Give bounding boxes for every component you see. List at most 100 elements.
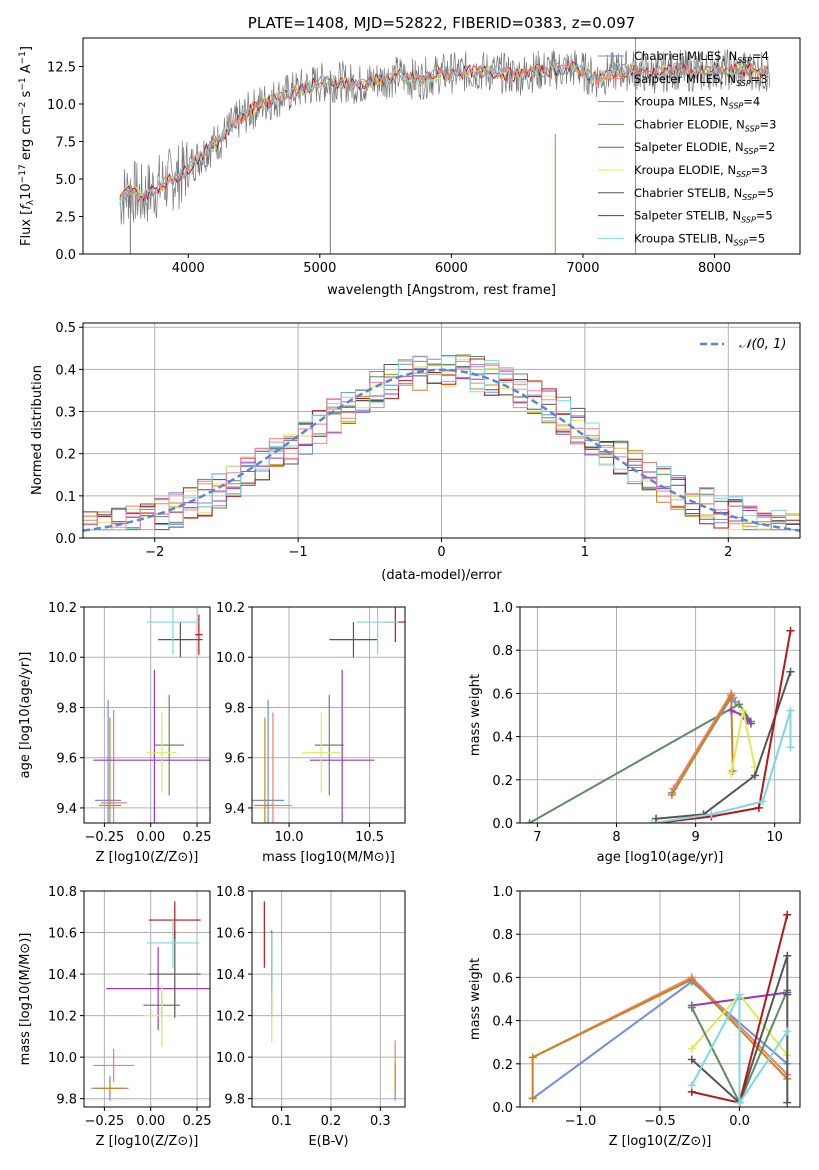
x-tick-label: −1.0 [565,1114,597,1129]
series-cS [652,667,795,823]
series-marker [727,706,736,715]
legend-entry: Chabrier MILES, NSSP=4 [634,49,769,65]
y-tick-label: 0.4 [492,1015,513,1030]
errorbar-sM [100,709,127,823]
y-tick-label: 10.2 [48,1010,77,1025]
errorbar-sE [93,669,210,823]
errorbar-kM [95,1080,125,1097]
y-tick-label: 0.0 [55,248,76,263]
y-tick-label: 9.8 [56,1093,77,1108]
errorbar-sE [106,947,210,1031]
x-tick-label: −0.25 [84,1114,124,1129]
series-marker [735,990,744,999]
x-axis-label: Z [log10(Z/Z⊙)] [96,850,199,865]
y-tick-label: 0.3 [55,406,76,421]
series-marker [525,819,534,823]
series-marker [783,951,792,960]
x-tick-label: 0.25 [183,830,212,845]
axes-frame [251,606,406,824]
series-sS [652,626,795,823]
y-tick-label: 10.0 [216,1051,245,1066]
x-tick-label: 10 [766,830,783,845]
y-tick-label: 10.6 [48,927,77,942]
errorbar-sM [93,1048,135,1083]
y-tick-label: 10.0 [47,98,76,113]
series-line [655,630,792,823]
legend-entry: Kroupa ELODIE, NSSP=3 [634,163,768,179]
x-tick-label: −2 [145,545,164,560]
histogram-pink [83,360,800,531]
errorbar-sS [148,901,201,939]
x-tick-label: 10.5 [355,830,384,845]
legend-entry: 𝒩(0, 1) [739,337,786,352]
chart-spectrum: 4000 5000 6000 7000 8000 0.0 2.5 5.0 7.5 10.0 12.5… [18,14,801,298]
x-tick-label: 5000 [303,261,336,276]
y-tick-label: 9.6 [224,752,245,767]
y-tick-label: 0.8 [492,644,513,659]
y-tick-label: 9.6 [56,752,77,767]
y-tick-label: 5.0 [55,173,76,188]
x-axis-label: Z [log10(Z/Z⊙)] [609,1134,712,1149]
series-marker [754,803,763,812]
series-line [651,710,792,823]
y-tick-label: 0.2 [492,1058,513,1073]
series-marker [786,706,795,715]
y-tick-label: 9.4 [56,802,77,817]
errorbar-kM [256,717,273,823]
y-tick-label: 10.0 [48,651,77,666]
chart-weight_vs_age: 7 8 9 10 0.0 0.2 0.4 0.6 0.8 1.0 age [log10(age/yr… [468,601,801,865]
series-marker [667,790,676,799]
series-marker [652,819,661,823]
y-tick-label: 9.8 [224,1093,245,1108]
legend-entry: Chabrier STELIB, NSSP=5 [634,186,774,202]
y-tick-label: 0.1 [55,490,76,505]
y-tick-label: 9.4 [224,802,245,817]
x-tick-label: 0.2 [321,1114,342,1129]
series-marker [739,706,748,715]
model-spectrum-kS [119,61,769,206]
model-spectrum-sM [119,60,769,204]
x-axis-label: Z [log10(Z/Z⊙)] [96,1134,199,1149]
x-tick-label: 0.1 [271,1114,292,1129]
series-marker [758,797,767,806]
y-tick-label: 0.6 [492,687,513,702]
series-marker [750,771,759,780]
chart-age_vs_mass: 10.0 10.5 9.4 9.6 9.8 10.0 10.2 mass [log10(M/M… [216,601,406,865]
legend-entry: Kroupa MILES, NSSP=4 [634,95,760,111]
y-tick-label: 12.5 [47,61,76,76]
y-tick-label: 0.0 [55,532,76,547]
chart-mass_vs_Z: −0.25 0.00 0.25 9.8 10.0 10.2 10.4 10.6 10.8 Z [l… [18,885,212,1149]
axes-frame [83,606,211,824]
y-tick-label: 1.0 [492,885,513,900]
y-tick-label: 10.2 [216,601,245,616]
y-axis-label: mass weight [468,958,483,1040]
errorbar-kE [147,712,177,793]
y-tick-label: 10.6 [216,927,245,942]
x-tick-label: 8 [612,830,620,845]
y-tick-label: 10.4 [48,968,77,983]
legend: Chabrier MILES, NSSP=4 Salpeter MILES, NS… [598,49,776,247]
series-marker [687,975,696,984]
grid [252,606,405,823]
y-tick-label: 0.0 [492,817,513,832]
series-marker [783,1027,792,1036]
y-axis-label: Normed distribution [30,365,45,495]
series-marker [783,1098,792,1107]
series-marker [786,743,795,752]
chart-weight_vs_Z: −1.0 −0.5 0.0 0.0 0.2 0.4 0.6 0.8 1.0 Z [log10(Z/… [468,885,801,1149]
x-tick-label: 0.25 [183,1114,212,1129]
errorbar-cM [252,699,285,823]
errorbar-sS [195,614,203,655]
y-axis-label: age [log10(age/yr)] [18,652,33,779]
y-tick-label: 10.8 [48,885,77,900]
series-marker [707,810,716,819]
legend-entry: Chabrier ELODIE, NSSP=3 [634,117,776,133]
y-tick-label: 10.8 [216,885,245,900]
legend-entry: Kroupa STELIB, NSSP=5 [634,231,765,247]
series-line [690,994,789,1106]
x-axis-label: mass [log10(M/M⊙)] [262,850,395,865]
errorbar-kS [147,918,199,968]
series-marker [528,1053,537,1062]
x-axis-label: E(B-V) [308,1134,348,1149]
x-tick-label: −1 [289,545,308,560]
